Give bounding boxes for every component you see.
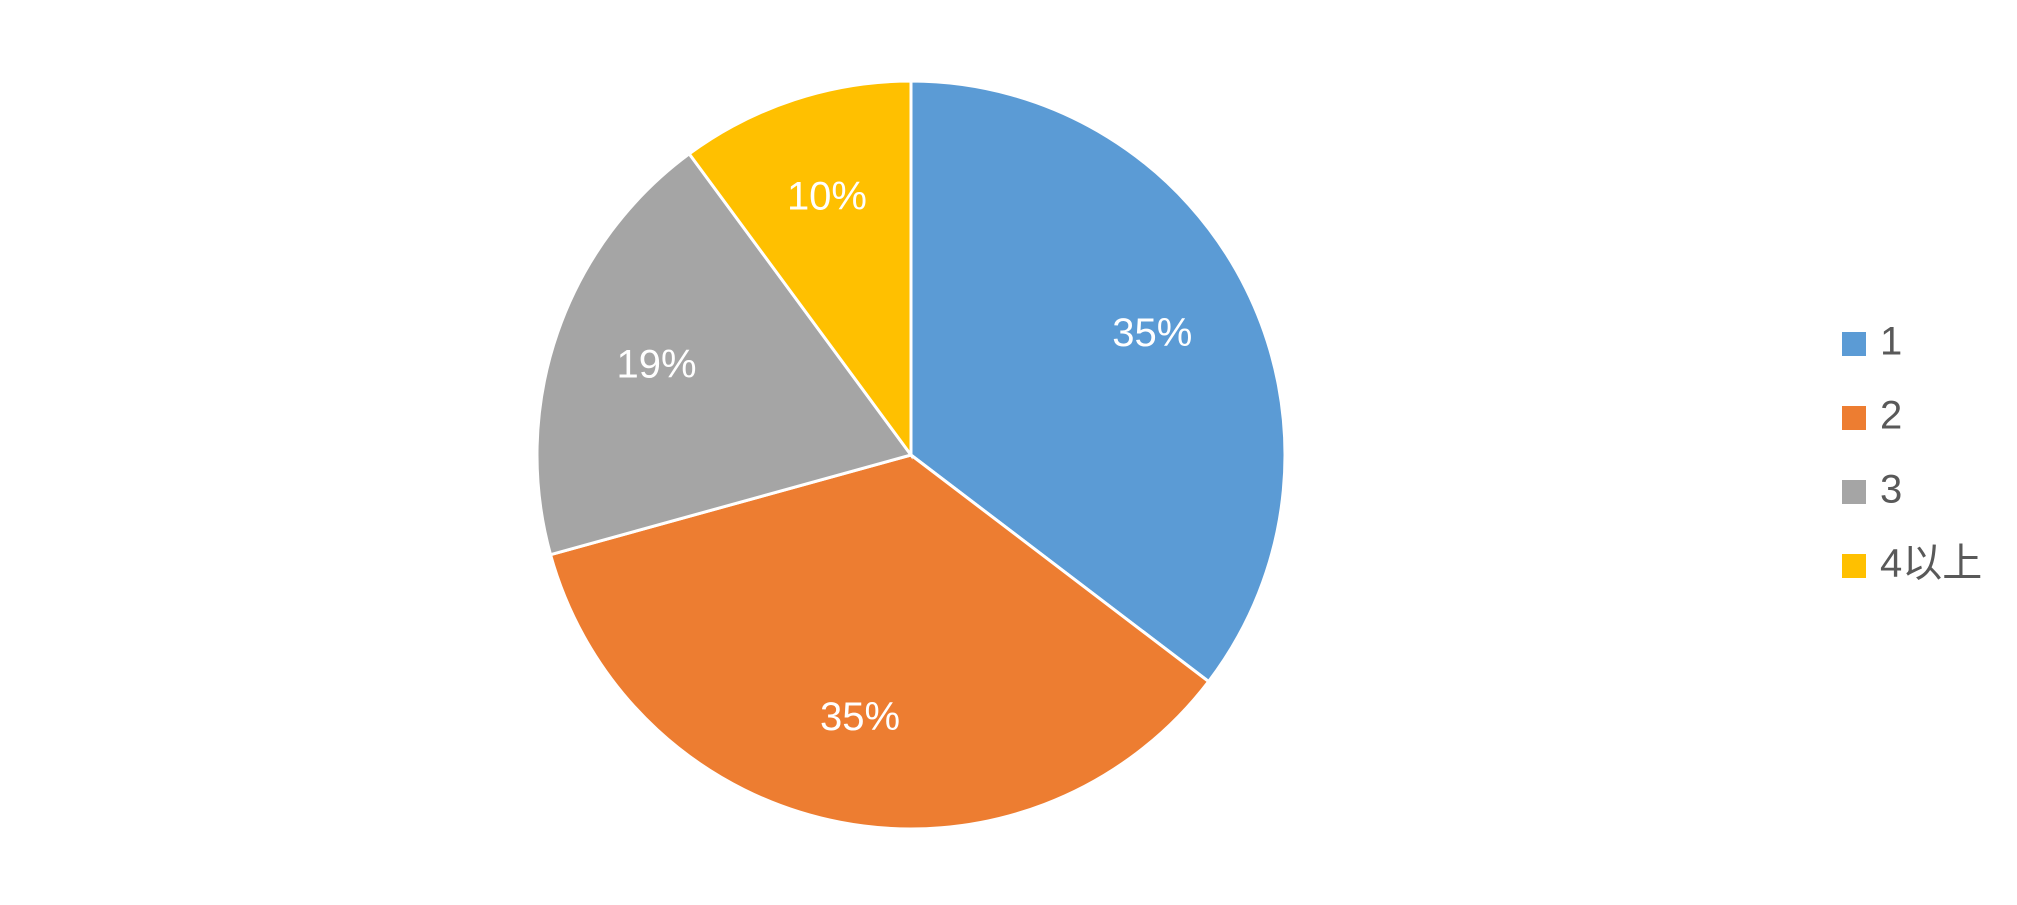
pie-slice xyxy=(687,79,913,460)
pie-slice xyxy=(548,453,1211,831)
pie-slice xyxy=(535,151,914,557)
legend-label: 3 xyxy=(1880,468,1902,512)
legend-swatch xyxy=(1842,554,1866,578)
pie-slice xyxy=(909,79,1287,684)
data-label: 35% xyxy=(1112,311,1192,355)
legend-label: 4以上 xyxy=(1880,542,1982,586)
legend-swatch xyxy=(1842,480,1866,504)
legend-swatch xyxy=(1842,406,1866,430)
data-label: 10% xyxy=(787,175,867,219)
legend-swatch xyxy=(1842,332,1866,356)
data-label: 35% xyxy=(820,695,900,739)
data-label: 19% xyxy=(616,342,696,386)
legend-label: 2 xyxy=(1880,394,1902,438)
legend-label: 1 xyxy=(1880,320,1902,364)
